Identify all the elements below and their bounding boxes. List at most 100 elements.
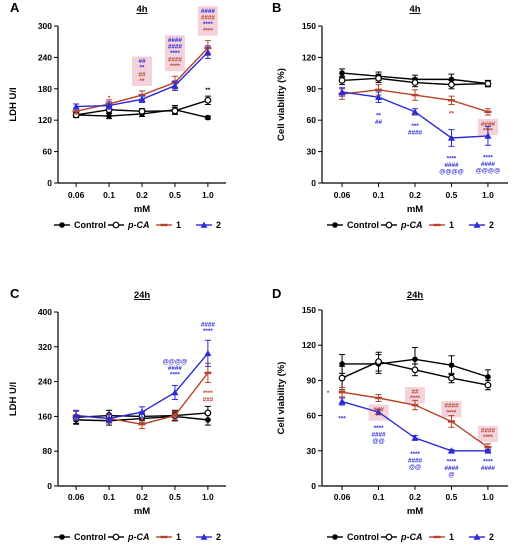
panel-letter: C xyxy=(10,286,20,301)
y-tick-label: 0 xyxy=(47,481,52,491)
significance-label: **** xyxy=(170,50,180,57)
y-tick-label: 320 xyxy=(38,342,52,352)
y-tick-label: 60 xyxy=(307,115,317,125)
chart-panel-a: A 4h 0 60 120 180 240 300 0.06 0.1 0.2 0.5 1.0 LDH U/… xyxy=(8,0,226,230)
significance-label: **** xyxy=(410,395,420,402)
series-c2 xyxy=(72,45,212,110)
significance-label: #### xyxy=(481,427,496,434)
significance-label: #### xyxy=(481,161,496,168)
series-c2 xyxy=(338,397,492,454)
significance-label: **** xyxy=(447,458,457,465)
significance-label: ### xyxy=(203,397,214,404)
legend-label: 1 xyxy=(176,532,181,542)
data-point xyxy=(447,447,455,454)
significance-label: **** xyxy=(447,409,457,416)
x-tick-label: 0.2 xyxy=(136,190,148,200)
data-point xyxy=(105,102,113,109)
significance-label: ## xyxy=(138,71,146,78)
legend-marker xyxy=(385,533,393,541)
data-point xyxy=(171,107,179,115)
x-axis-label: mM xyxy=(134,506,150,517)
y-tick-label: 300 xyxy=(38,21,52,31)
y-tick-label: 180 xyxy=(38,84,52,94)
significance-label: **** xyxy=(203,21,213,28)
legend-marker xyxy=(59,534,65,540)
y-tick-label: 90 xyxy=(307,375,317,385)
data-point xyxy=(138,408,146,415)
legend: Control p-CA 1 2 xyxy=(54,220,221,230)
data-point xyxy=(411,79,419,86)
data-point xyxy=(338,77,346,84)
y-tick-label: 150 xyxy=(302,21,316,31)
y-tick-label: 0 xyxy=(311,481,316,491)
legend-marker xyxy=(385,221,393,229)
y-tick-label: 400 xyxy=(38,307,52,317)
x-tick-label: 0.2 xyxy=(409,492,421,502)
significance-label: #### xyxy=(481,121,496,128)
legend-label: Control xyxy=(74,220,106,230)
x-tick-label: 1.0 xyxy=(482,190,494,200)
y-tick-label: 160 xyxy=(38,411,52,421)
significance-label: #### xyxy=(444,465,459,472)
x-axis-label: mM xyxy=(407,506,423,517)
legend-label: 2 xyxy=(489,532,494,542)
significance-label: ## xyxy=(411,389,419,396)
y-axis-label: Cell viability (%) xyxy=(276,362,287,435)
legend: Control p-CA 1 2 xyxy=(327,532,494,542)
data-point xyxy=(448,362,455,368)
data-point xyxy=(338,398,346,405)
x-tick-label: 0.06 xyxy=(68,492,85,502)
data-point xyxy=(338,374,346,382)
data-point xyxy=(171,388,179,396)
significance-label: #### xyxy=(372,432,387,439)
data-point xyxy=(484,447,492,454)
x-tick-label: 1.0 xyxy=(202,190,214,200)
data-point xyxy=(171,82,179,89)
significance-label: @@ xyxy=(409,464,421,471)
y-tick-label: 90 xyxy=(307,84,317,94)
y-tick-label: 120 xyxy=(38,115,52,125)
significance-label: **** xyxy=(483,154,493,161)
significance-label: #### xyxy=(481,465,496,472)
legend-marker xyxy=(59,222,65,228)
data-point xyxy=(411,366,419,374)
significance-label: @@ xyxy=(372,438,384,445)
significance-label: **** xyxy=(447,155,457,162)
y-tick-label: 0 xyxy=(311,178,316,188)
y-tick-label: 120 xyxy=(302,340,316,350)
y-tick-label: 240 xyxy=(38,52,52,62)
data-point xyxy=(448,81,455,89)
x-tick-label: 0.1 xyxy=(103,190,115,200)
legend-label: Control xyxy=(347,220,379,230)
x-tick-label: 0.06 xyxy=(334,190,351,200)
data-point xyxy=(72,103,80,110)
chart-panel-c: C 24h 0 80 160 240 320 400 0.06 0.1 0.2 0.5 1.0 LDH U… xyxy=(8,286,226,542)
legend-label: Control xyxy=(347,532,379,542)
significance-label: #### xyxy=(408,457,423,464)
data-point xyxy=(447,134,455,141)
y-tick-label: 60 xyxy=(307,411,317,421)
legend-marker xyxy=(332,534,338,540)
panel-letter: B xyxy=(272,0,281,15)
x-tick-label: 0.1 xyxy=(103,492,115,502)
data-point xyxy=(411,108,419,115)
significance-label: ** xyxy=(376,413,381,420)
series-c1 xyxy=(338,386,492,452)
significance-label: #### xyxy=(201,321,216,328)
data-point xyxy=(412,356,418,363)
data-point xyxy=(204,409,212,417)
significance-label: ## xyxy=(375,119,383,126)
data-point xyxy=(484,132,492,139)
significance-label: * xyxy=(414,113,417,120)
y-tick-label: 150 xyxy=(302,305,316,315)
legend-label: p-CA xyxy=(127,532,150,542)
significance-label: #### xyxy=(168,57,183,64)
significance-label: **** xyxy=(483,434,493,441)
significance-label: @@@@ xyxy=(439,169,464,176)
data-point xyxy=(72,412,80,419)
series-pca xyxy=(338,73,492,90)
panel-title: 4h xyxy=(409,4,420,15)
annotation-highlight xyxy=(441,401,462,418)
significance-label: #### xyxy=(444,162,459,169)
